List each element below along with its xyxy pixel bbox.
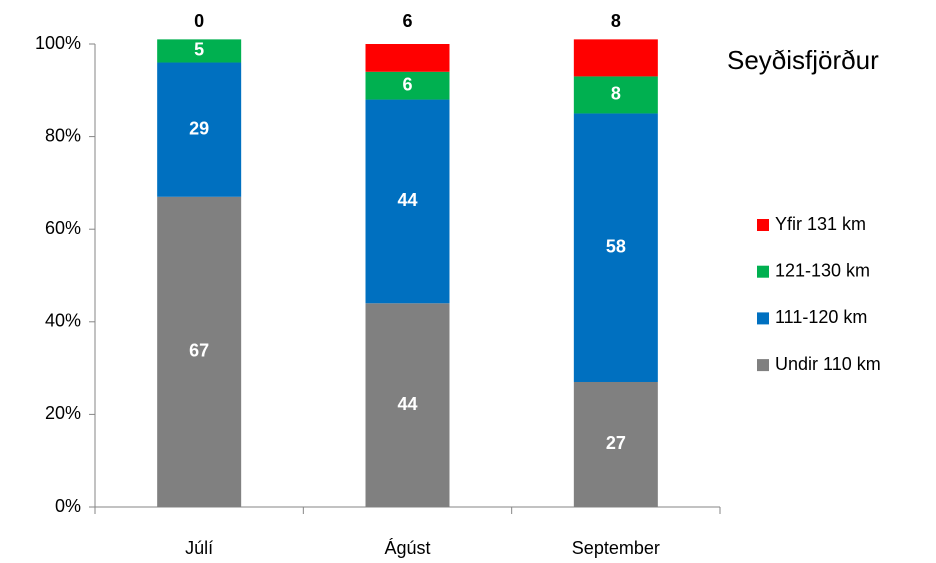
legend-label: Yfir 131 km bbox=[775, 214, 866, 234]
data-label: 29 bbox=[189, 118, 209, 138]
bar-segment bbox=[365, 44, 450, 72]
y-tick-label: 20% bbox=[45, 403, 81, 423]
data-label: 8 bbox=[611, 11, 621, 31]
legend-swatch bbox=[757, 359, 769, 372]
y-tick-label: 100% bbox=[35, 33, 81, 53]
legend-swatch bbox=[757, 312, 769, 325]
bar-segment bbox=[157, 39, 242, 63]
bar-segment bbox=[573, 381, 658, 507]
data-label: 0 bbox=[194, 11, 204, 31]
y-tick-label: 80% bbox=[45, 125, 81, 145]
bar-segment bbox=[365, 71, 450, 100]
data-label: 67 bbox=[189, 341, 209, 361]
bar-segment bbox=[573, 76, 658, 114]
legend-swatch bbox=[757, 265, 769, 278]
bar-segment bbox=[573, 39, 658, 77]
x-tick-label: Ágúst bbox=[384, 538, 430, 558]
bar-segment bbox=[157, 196, 242, 508]
x-tick-label: September bbox=[572, 538, 660, 558]
data-label: 8 bbox=[611, 84, 621, 104]
data-label: 6 bbox=[402, 11, 412, 31]
x-tick-label: Júlí bbox=[185, 538, 213, 558]
legend-swatch bbox=[757, 219, 769, 231]
data-label: 44 bbox=[397, 190, 417, 210]
y-tick-label: 40% bbox=[45, 311, 81, 331]
data-label: 5 bbox=[194, 40, 204, 60]
legend-label: 111-120 km bbox=[775, 307, 867, 327]
data-label: 6 bbox=[402, 74, 412, 94]
y-tick-label: 0% bbox=[55, 496, 81, 516]
data-label: 44 bbox=[397, 394, 417, 414]
chart-title: Seyðisfjörður bbox=[727, 45, 879, 75]
bar-segment bbox=[157, 62, 242, 197]
legend-label: 121-130 km bbox=[775, 260, 870, 280]
bar-segment bbox=[365, 99, 450, 304]
data-label: 58 bbox=[606, 236, 626, 256]
bar-segment bbox=[365, 303, 450, 507]
legend-label: Undir 110 km bbox=[775, 354, 881, 374]
y-tick-label: 60% bbox=[45, 218, 81, 238]
data-label: 27 bbox=[606, 433, 626, 453]
bar-segment bbox=[573, 113, 658, 382]
